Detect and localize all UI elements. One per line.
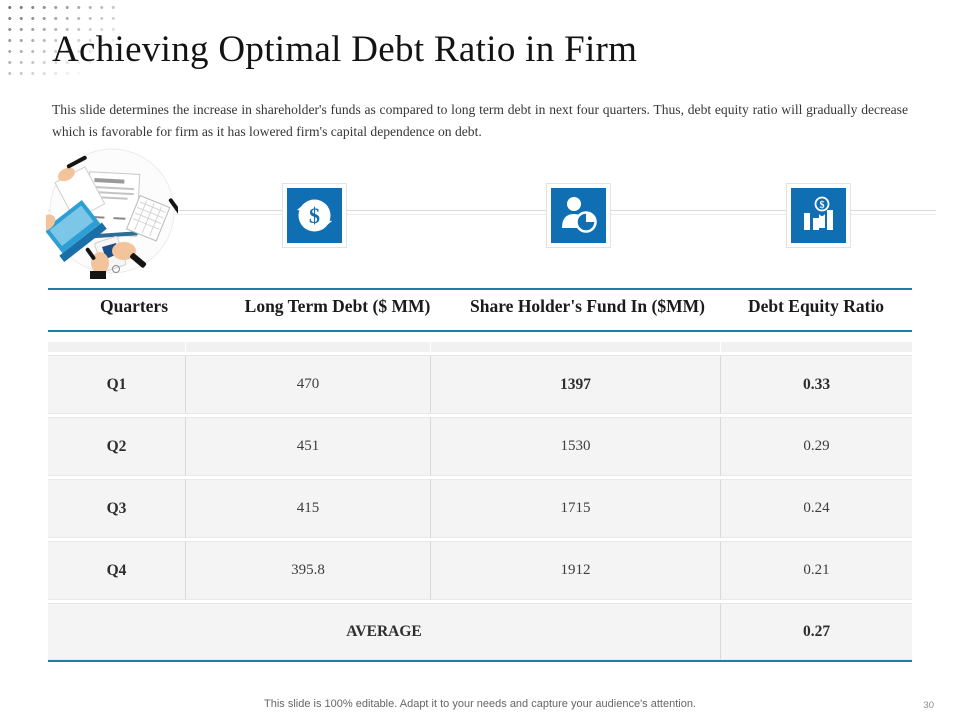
divider-line <box>48 214 936 215</box>
table-top-rule <box>48 288 912 290</box>
table-row-q2: Q2 451 1530 0.29 <box>48 417 912 476</box>
table-header-row: Quarters Long Term Debt ($ MM) Share Hol… <box>48 296 912 317</box>
header-debt-equity-ratio: Debt Equity Ratio <box>747 296 885 316</box>
table-header-rule <box>48 330 912 332</box>
cell-quarter: Q1 <box>48 355 185 414</box>
cell-average-label: AVERAGE <box>48 603 720 660</box>
cell-debt: 470 <box>185 355 430 414</box>
cell-debt: 395.8 <box>185 541 430 600</box>
money-exchange-icon: $ <box>282 183 347 248</box>
divider-line <box>48 210 936 211</box>
dot-grid-decoration <box>4 2 122 80</box>
table-body: Q1 470 1397 0.33 Q2 451 1530 0.29 Q3 415… <box>48 355 912 662</box>
svg-text:$: $ <box>820 200 825 211</box>
page-title: Achieving Optimal Debt Ratio in Firm <box>52 29 638 70</box>
header-quarters: Quarters <box>99 296 169 316</box>
table-row-q3: Q3 415 1715 0.24 <box>48 479 912 538</box>
table-row-q4: Q4 395.8 1912 0.21 <box>48 541 912 600</box>
teamwork-desk-illustration <box>37 147 184 279</box>
page-number: 30 <box>923 700 934 711</box>
cell-ratio: 0.29 <box>720 417 912 476</box>
svg-text:$: $ <box>309 203 320 228</box>
table-top-strip <box>48 342 912 352</box>
footer-note: This slide is 100% editable. Adapt it to… <box>264 698 696 710</box>
table-row-average: AVERAGE 0.27 <box>48 603 912 660</box>
cell-quarter: Q3 <box>48 479 185 538</box>
bar-chart-money-icon: $ <box>786 183 851 248</box>
header-long-term-debt: Long Term Debt ($ MM) <box>244 296 431 316</box>
table-row-q1: Q1 470 1397 0.33 <box>48 355 912 414</box>
slide-description: This slide determines the increase in sh… <box>52 102 908 139</box>
cell-quarter: Q4 <box>48 541 185 600</box>
user-pie-chart-icon <box>546 183 611 248</box>
cell-ratio: 0.24 <box>720 479 912 538</box>
cell-fund: 1397 <box>430 355 720 414</box>
cell-fund: 1912 <box>430 541 720 600</box>
cell-debt: 451 <box>185 417 430 476</box>
cell-fund: 1715 <box>430 479 720 538</box>
cell-ratio: 0.33 <box>720 355 912 414</box>
cell-quarter: Q2 <box>48 417 185 476</box>
cell-fund: 1530 <box>430 417 720 476</box>
table-bottom-rule <box>48 660 912 662</box>
cell-debt: 415 <box>185 479 430 538</box>
cell-ratio: 0.21 <box>720 541 912 600</box>
cell-average-ratio: 0.27 <box>720 603 912 660</box>
header-shareholders-fund: Share Holder's Fund In ($MM) <box>470 296 705 316</box>
